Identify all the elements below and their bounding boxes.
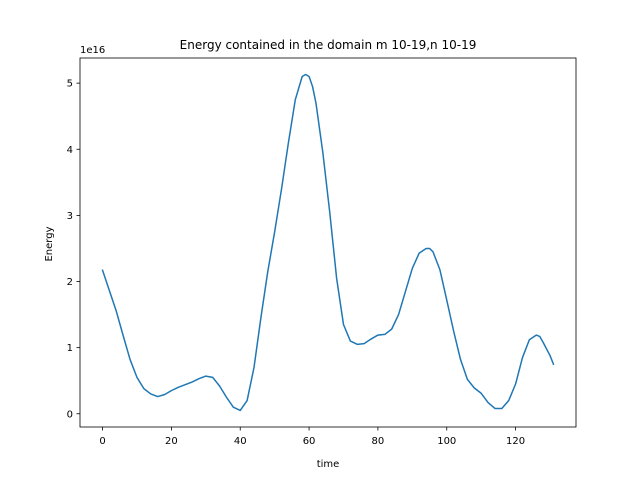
plot-area: 0 20 40 60 80 100 120 0 1 2 3 4 5 xyxy=(67,57,577,447)
y-tick-label: 1 xyxy=(67,343,73,354)
axes-frame xyxy=(79,57,577,428)
y-tick-label: 3 xyxy=(67,211,73,222)
x-tick-label: 100 xyxy=(437,436,456,447)
y-tick-label: 0 xyxy=(67,409,73,420)
y-axis-label: Energy xyxy=(44,226,55,261)
x-tick-label: 20 xyxy=(165,436,178,447)
y-offset-label: 1e16 xyxy=(80,45,105,56)
x-tick-label: 40 xyxy=(234,436,247,447)
y-tick-label: 4 xyxy=(67,145,73,156)
chart-title: Energy contained in the domain m 10-19,n… xyxy=(180,38,477,52)
y-tick-label: 2 xyxy=(67,277,73,288)
x-axis-label: time xyxy=(317,459,340,470)
series-line-0 xyxy=(101,73,555,412)
y-tick-label: 5 xyxy=(67,79,73,90)
x-tick-label: 120 xyxy=(506,436,525,447)
x-tick-label: 80 xyxy=(372,436,385,447)
x-tick-label: 60 xyxy=(303,436,316,447)
x-tick-label: 0 xyxy=(99,436,105,447)
